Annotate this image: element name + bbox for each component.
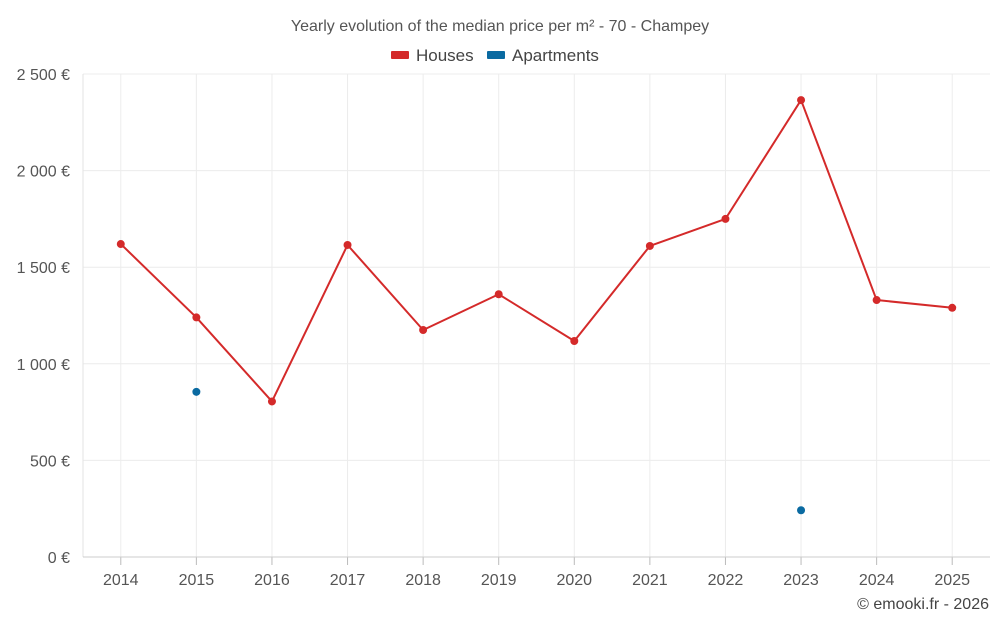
y-tick-label: 1 500 € [17, 260, 70, 277]
data-point-apartments-2015[interactable] [192, 387, 201, 396]
series-layer [116, 96, 957, 515]
data-point-houses-2019[interactable] [494, 290, 503, 299]
data-point-houses-2024[interactable] [872, 296, 881, 305]
data-point-houses-2015[interactable] [192, 313, 201, 322]
x-tick-label: 2022 [708, 572, 744, 589]
data-point-houses-2020[interactable] [570, 337, 579, 346]
data-point-apartments-2023[interactable] [797, 506, 806, 515]
x-tick-label: 2025 [934, 572, 970, 589]
x-tick-label: 2023 [783, 572, 819, 589]
data-point-houses-2018[interactable] [419, 325, 428, 334]
x-tick-label: 2015 [179, 572, 215, 589]
x-tick-label: 2021 [632, 572, 668, 589]
legend-label-houses[interactable]: Houses [416, 46, 474, 65]
series-line-houses [120, 99, 953, 403]
data-point-houses-2016[interactable] [267, 397, 276, 406]
data-point-houses-2025[interactable] [948, 303, 957, 312]
grid [83, 73, 990, 557]
x-tick-label: 2020 [556, 572, 592, 589]
legend-swatch-apartments [487, 51, 505, 59]
data-point-houses-2014[interactable] [116, 240, 125, 249]
x-tick-label: 2014 [103, 572, 139, 589]
y-tick-label: 2 000 € [17, 164, 70, 181]
x-tick-label: 2024 [859, 572, 895, 589]
y-tick-label: 2 500 € [17, 67, 70, 84]
legend-swatch-houses [391, 51, 409, 59]
x-tick-label: 2018 [405, 572, 441, 589]
legend-label-apartments[interactable]: Apartments [512, 46, 599, 65]
chart-title: Yearly evolution of the median price per… [291, 18, 709, 35]
y-axis-labels: 0 € 500 € 1 000 € 1 500 € 2 000 € 2 500 € [17, 67, 70, 567]
credit-text: © emooki.fr - 2026 [857, 596, 989, 613]
x-tick-label: 2019 [481, 572, 517, 589]
y-tick-label: 1 000 € [17, 357, 70, 374]
axes [82, 74, 990, 565]
y-tick-label: 0 € [48, 550, 70, 567]
data-point-houses-2023[interactable] [797, 96, 806, 105]
data-point-houses-2021[interactable] [645, 241, 654, 250]
x-axis-labels: 2014 2015 2016 2017 2018 2019 2020 2021 2022 2023… [103, 572, 970, 589]
data-point-houses-2017[interactable] [343, 240, 352, 249]
x-tick-label: 2017 [330, 572, 366, 589]
y-tick-label: 500 € [30, 453, 70, 470]
x-tick-label: 2016 [254, 572, 290, 589]
legend: Houses Apartments [391, 46, 599, 65]
data-point-houses-2022[interactable] [721, 214, 730, 223]
